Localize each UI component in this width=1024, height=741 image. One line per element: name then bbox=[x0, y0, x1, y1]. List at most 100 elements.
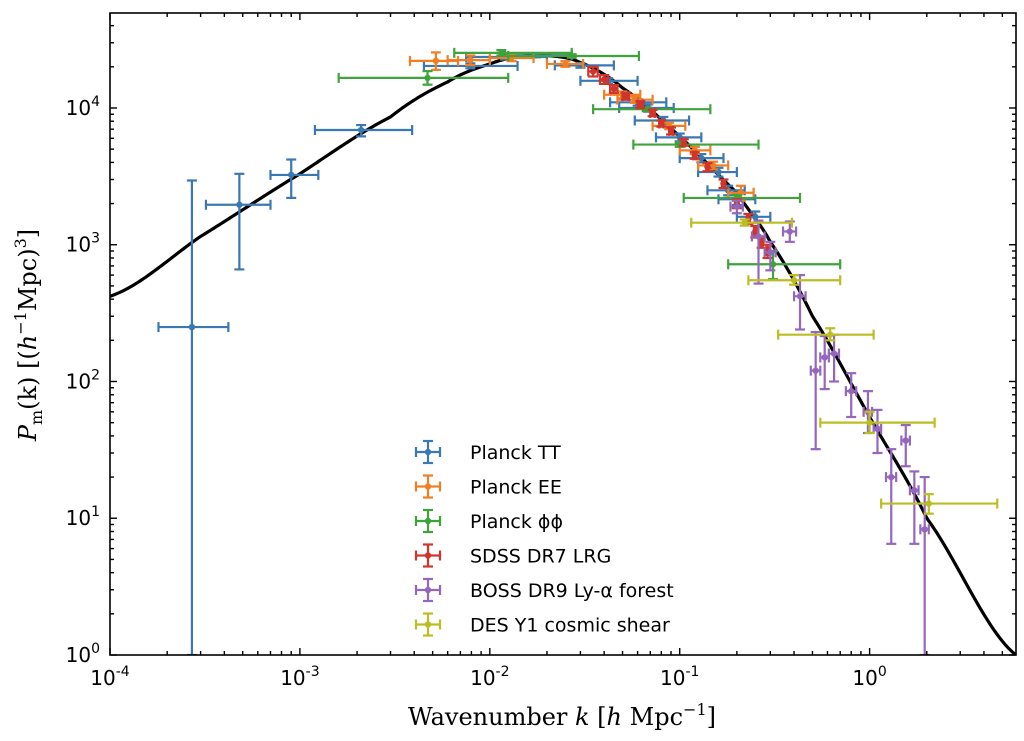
data-points-layer bbox=[157, 47, 999, 655]
y-tick-label: 102 bbox=[66, 367, 100, 393]
model-curve bbox=[110, 53, 1016, 655]
legend-item: Planck ϕϕ bbox=[414, 508, 563, 534]
data-marker bbox=[600, 76, 608, 83]
x-tick-label: 10-4 bbox=[90, 664, 130, 690]
data-marker bbox=[698, 154, 705, 162]
data-point bbox=[763, 240, 777, 272]
data-point bbox=[587, 65, 599, 78]
data-marker bbox=[432, 57, 440, 65]
y-axis-label: Pm(k) [(h−1Mpc)3] bbox=[11, 229, 46, 442]
ticks-layer bbox=[109, 13, 1016, 656]
data-point bbox=[900, 423, 912, 468]
x-tick-label: 10-1 bbox=[660, 664, 699, 690]
data-point bbox=[204, 172, 272, 271]
y-tick-label: 100 bbox=[66, 641, 100, 667]
data-point bbox=[844, 372, 858, 419]
series-sdss-dr7-lrg bbox=[587, 65, 773, 260]
data-marker bbox=[769, 261, 777, 268]
legend-label: DES Y1 cosmic shear bbox=[470, 615, 670, 637]
data-marker bbox=[758, 238, 765, 246]
data-marker bbox=[925, 500, 933, 507]
data-marker bbox=[188, 323, 196, 331]
data-marker bbox=[691, 152, 698, 159]
data-point bbox=[157, 179, 230, 655]
data-marker bbox=[866, 419, 873, 426]
data-point bbox=[702, 162, 713, 173]
data-point bbox=[727, 249, 842, 281]
data-point bbox=[620, 91, 631, 102]
data-point bbox=[792, 273, 807, 331]
legend-errorbar-icon bbox=[414, 474, 442, 499]
legend-item: DES Y1 cosmic shear bbox=[414, 612, 670, 637]
data-point bbox=[666, 125, 677, 136]
y-tick-label: 104 bbox=[66, 94, 100, 120]
data-point bbox=[880, 493, 999, 515]
data-marker bbox=[786, 228, 794, 235]
legend-errorbar-icon bbox=[414, 508, 442, 534]
y-tick-label: 101 bbox=[66, 504, 100, 530]
legend-errorbar-icon bbox=[414, 439, 442, 465]
data-marker bbox=[568, 52, 575, 60]
data-marker bbox=[796, 293, 804, 300]
data-marker bbox=[658, 120, 665, 127]
data-point bbox=[884, 448, 898, 545]
data-point bbox=[507, 50, 641, 61]
data-point bbox=[729, 199, 744, 215]
legend-item: SDSS DR7 LRG bbox=[414, 543, 611, 568]
data-point bbox=[750, 219, 766, 285]
tick-labels: 10-4 10-3 10-2 10-1 100 100 101 102 103 104 bbox=[66, 94, 887, 690]
data-point bbox=[872, 408, 883, 455]
legend-errorbar-icon bbox=[414, 577, 442, 603]
data-marker bbox=[637, 101, 644, 108]
data-point bbox=[689, 150, 700, 161]
data-marker bbox=[649, 109, 656, 117]
legend-label: SDSS DR7 LRG bbox=[470, 546, 611, 568]
data-marker bbox=[467, 56, 474, 64]
legend-label: Planck ϕϕ bbox=[470, 511, 563, 533]
data-point bbox=[337, 70, 510, 86]
data-marker bbox=[733, 203, 741, 210]
data-marker bbox=[680, 139, 687, 146]
data-marker bbox=[755, 233, 762, 240]
x-tick-label: 10-3 bbox=[280, 664, 319, 690]
data-marker bbox=[288, 171, 295, 179]
data-point bbox=[919, 475, 930, 655]
legend-errorbar-icon bbox=[414, 543, 442, 568]
data-marker bbox=[767, 249, 774, 256]
legend-label: Planck TT bbox=[470, 442, 561, 464]
data-marker bbox=[874, 425, 881, 433]
data-marker bbox=[720, 180, 727, 187]
data-point bbox=[654, 132, 703, 143]
model-curve-layer bbox=[110, 53, 1016, 655]
data-point bbox=[747, 273, 842, 286]
data-marker bbox=[610, 85, 618, 93]
data-point bbox=[313, 123, 414, 138]
data-marker bbox=[498, 49, 505, 57]
data-marker bbox=[902, 437, 909, 444]
data-marker bbox=[589, 68, 597, 75]
data-point bbox=[678, 153, 725, 164]
data-point bbox=[781, 220, 798, 243]
data-marker bbox=[752, 213, 759, 221]
data-marker bbox=[236, 201, 243, 208]
data-marker bbox=[812, 367, 819, 374]
data-point bbox=[608, 83, 619, 94]
data-marker bbox=[790, 277, 798, 284]
data-marker bbox=[562, 60, 569, 68]
data-point bbox=[635, 99, 646, 110]
legend-errorbar-icon bbox=[414, 612, 442, 637]
legend-item: Planck TT bbox=[414, 439, 561, 465]
x-tick-label: 10-2 bbox=[470, 664, 509, 690]
data-point bbox=[718, 178, 729, 190]
series-boss-dr9-ly-forest bbox=[729, 199, 930, 655]
data-point bbox=[819, 410, 936, 435]
data-marker bbox=[704, 163, 711, 171]
data-point bbox=[678, 137, 689, 148]
data-marker bbox=[826, 331, 834, 338]
data-marker bbox=[911, 487, 918, 494]
data-point bbox=[545, 58, 585, 69]
data-marker bbox=[741, 219, 748, 226]
data-marker bbox=[357, 126, 365, 134]
legend-label: BOSS DR9 Ly-α forest bbox=[470, 580, 674, 602]
